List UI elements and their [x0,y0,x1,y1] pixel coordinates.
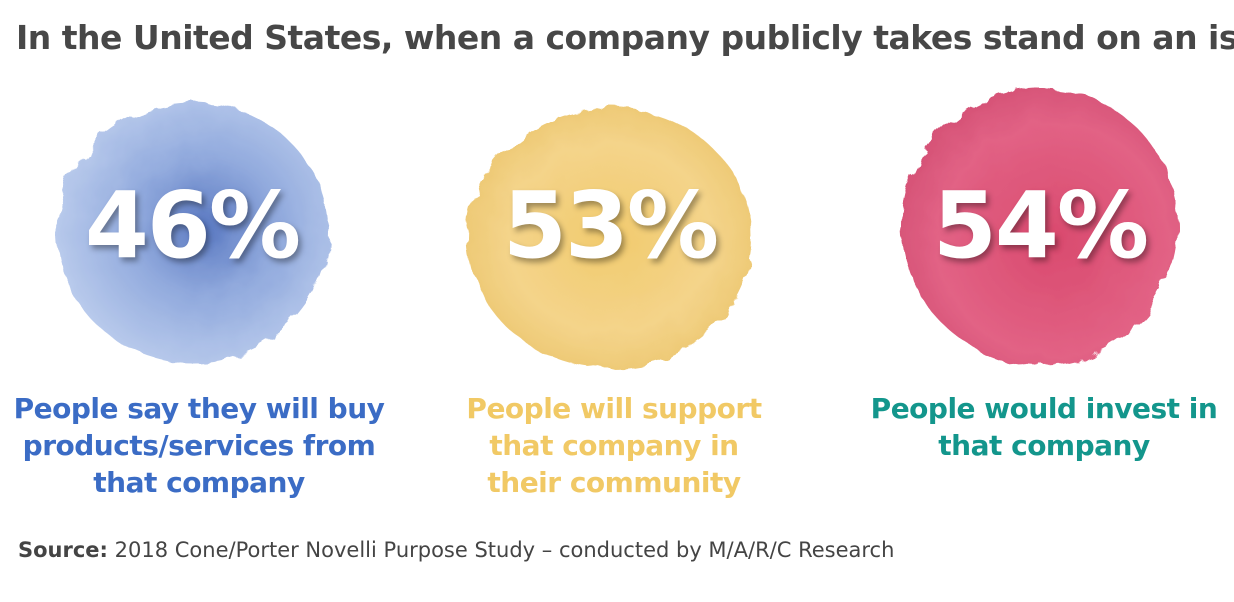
caption-line: that company [938,429,1150,462]
title: In the United States, when a company pub… [16,18,1234,57]
source: Source: 2018 Cone/Porter Novelli Purpose… [18,538,894,562]
caption-line: that company in [489,429,739,462]
stat-value: 53% [502,172,719,279]
caption-line: People will support [466,392,762,425]
caption-line: products/services from [22,429,376,462]
yellow-circle [468,108,752,368]
stat-caption: People would invest in that company [834,390,1234,464]
source-label: Source: [18,538,108,562]
caption-line: their community [487,466,741,499]
source-text: 2018 Cone/Porter Novelli Purpose Study –… [114,538,895,562]
stat-caption: People will support that company in thei… [404,390,824,501]
stat-caption: People say they will buy products/servic… [0,390,409,501]
caption-line: that company [93,466,305,499]
stat-value: 46% [84,172,301,279]
stat-value: 54% [932,172,1149,279]
caption-line: People say they will buy [13,392,385,425]
red-circle [902,88,1178,364]
blue-circle [56,102,328,362]
caption-line: People would invest in [870,392,1218,425]
